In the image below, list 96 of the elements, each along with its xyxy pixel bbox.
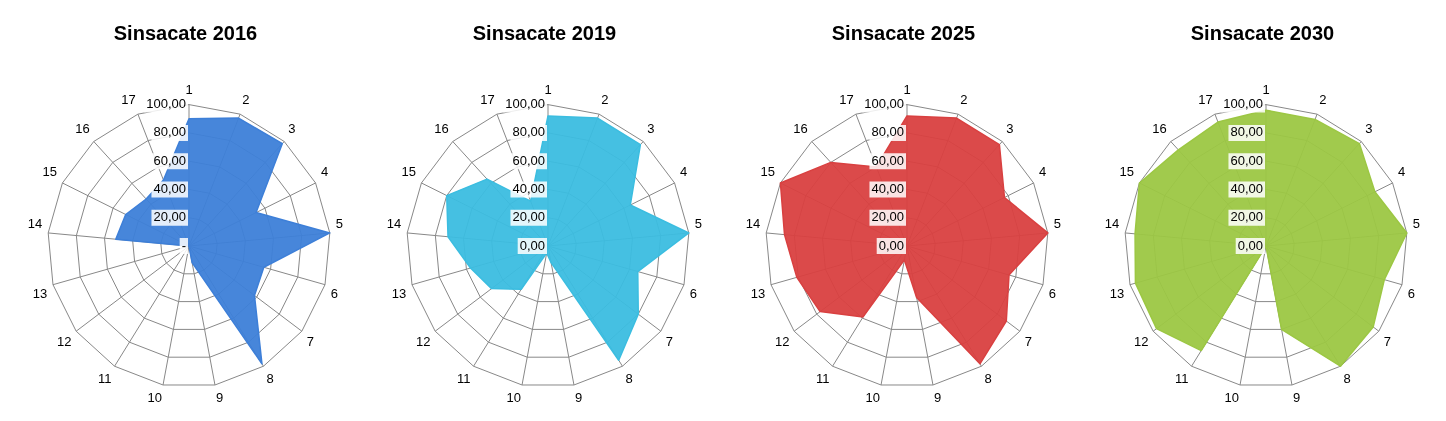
spoke-label: 5 [1412, 216, 1421, 232]
y-tick-label: 20,00 [153, 209, 186, 225]
spoke-label: 17 [1198, 92, 1213, 108]
spoke-label: 2 [1319, 92, 1327, 108]
y-tick-label: 0,00 [519, 237, 545, 253]
spoke-label: 6 [1048, 285, 1057, 301]
spoke-label: 14 [386, 216, 402, 232]
spoke-label: 14 [1104, 216, 1120, 232]
y-tick-label: 80,00 [153, 124, 186, 140]
spoke-label: 5 [335, 216, 344, 232]
spoke-label: 15 [42, 164, 58, 180]
spoke-label: 9 [216, 390, 224, 406]
spoke-label: 16 [793, 120, 808, 136]
y-tick-label: 40,00 [1230, 181, 1263, 197]
y-tick-label: 0,00 [1237, 237, 1263, 253]
y-tick-label: 60,00 [153, 152, 186, 168]
spoke-label: 15 [760, 164, 776, 180]
y-tick-label: 60,00 [512, 152, 545, 168]
spoke-label: 12 [56, 334, 72, 350]
y-tick-label: 20,00 [512, 209, 545, 225]
spoke-label: 10 [147, 390, 162, 406]
y-tick-label: 20,00 [1230, 209, 1263, 225]
spoke-label: 15 [1119, 164, 1135, 180]
y-tick-label: 40,00 [512, 181, 545, 197]
spoke-label: 10 [1224, 390, 1239, 406]
y-tick-label: 80,00 [871, 124, 904, 140]
spoke-label: 6 [689, 285, 698, 301]
spoke-label: 4 [1038, 164, 1047, 180]
spoke-label: 9 [1293, 390, 1301, 406]
spoke-label: 2 [960, 92, 968, 108]
y-tick-label: 60,00 [1230, 152, 1263, 168]
spoke-label: 2 [601, 92, 609, 108]
y-tick-label: - [181, 237, 186, 253]
spoke-label: 7 [665, 334, 673, 350]
y-tick-label: 80,00 [1230, 124, 1263, 140]
spoke-label: 1 [544, 82, 552, 98]
chart-title: Sinsacate 2025 [831, 21, 976, 44]
spoke-label: 5 [1053, 216, 1062, 232]
spoke-label: 8 [1343, 370, 1351, 386]
spoke-label: 6 [1407, 285, 1416, 301]
spoke-label: 10 [865, 390, 880, 406]
y-tick-label: 40,00 [871, 181, 904, 197]
chart-title: Sinsacate 2016 [113, 21, 258, 44]
spoke-label: 17 [839, 92, 854, 108]
spoke-label: 13 [391, 285, 407, 301]
spoke-label: 8 [625, 370, 633, 386]
spoke-label: 16 [434, 120, 449, 136]
spoke-label: 1 [1262, 82, 1270, 98]
spoke-label: 9 [934, 390, 942, 406]
spoke-label: 3 [1365, 120, 1373, 136]
y-tick-label: 100,00 [864, 96, 904, 112]
spoke-label: 8 [266, 370, 274, 386]
spoke-label: 1 [903, 82, 911, 98]
spoke-label: 14 [27, 216, 43, 232]
y-tick-label: 40,00 [153, 181, 186, 197]
spoke-label: 4 [1397, 164, 1406, 180]
spoke-label: 7 [1024, 334, 1032, 350]
spoke-label: 11 [815, 370, 830, 386]
spoke-label: 9 [575, 390, 583, 406]
spoke-label: 3 [288, 120, 296, 136]
spoke-label: 3 [1006, 120, 1014, 136]
spoke-label: 14 [745, 216, 761, 232]
spoke-label: 3 [647, 120, 655, 136]
spoke-label: 16 [75, 120, 90, 136]
chart-title: Sinsacate 2030 [1190, 21, 1335, 44]
spoke-label: 11 [456, 370, 471, 386]
spoke-label: 7 [306, 334, 314, 350]
y-tick-label: 0,00 [878, 237, 904, 253]
spoke-label: 13 [1109, 285, 1125, 301]
spoke-label: 4 [320, 164, 329, 180]
spoke-label: 1 [185, 82, 193, 98]
spoke-label: 4 [679, 164, 688, 180]
spoke-label: 12 [774, 334, 790, 350]
spoke-label: 16 [1152, 120, 1167, 136]
spoke-label: 12 [415, 334, 431, 350]
y-tick-label: 100,00 [1223, 96, 1263, 112]
spoke-label: 15 [401, 164, 417, 180]
y-tick-label: 20,00 [871, 209, 904, 225]
spoke-label: 7 [1383, 334, 1391, 350]
spoke-label: 13 [750, 285, 766, 301]
spoke-label: 6 [330, 285, 339, 301]
spoke-label: 5 [694, 216, 703, 232]
spoke-label: 10 [506, 390, 521, 406]
chart-title: Sinsacate 2019 [472, 21, 617, 44]
spoke-label: 12 [1133, 334, 1149, 350]
spoke-label: 2 [242, 92, 250, 108]
y-tick-label: 80,00 [512, 124, 545, 140]
spoke-label: 17 [480, 92, 495, 108]
spoke-label: 8 [984, 370, 992, 386]
y-tick-label: 100,00 [146, 96, 186, 112]
y-tick-label: 60,00 [871, 152, 904, 168]
spoke-label: 13 [32, 285, 48, 301]
y-tick-label: 100,00 [505, 96, 545, 112]
spoke-label: 11 [97, 370, 112, 386]
spoke-label: 17 [121, 92, 136, 108]
spoke-label: 11 [1174, 370, 1189, 386]
